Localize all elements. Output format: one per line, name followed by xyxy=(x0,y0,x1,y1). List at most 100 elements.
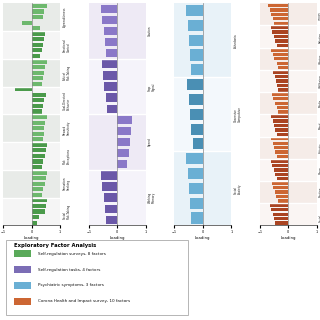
Text: Reward
Sensitivity: Reward Sensitivity xyxy=(62,121,70,135)
Bar xyxy=(3,198,60,225)
Bar xyxy=(14,298,31,305)
Bar xyxy=(32,143,47,147)
Bar xyxy=(107,216,117,224)
Bar xyxy=(104,82,117,91)
Bar xyxy=(3,114,60,142)
Bar xyxy=(278,110,288,114)
Bar xyxy=(102,16,117,24)
Bar xyxy=(274,35,288,38)
Bar xyxy=(276,195,288,198)
Bar xyxy=(273,119,288,123)
Bar xyxy=(274,186,288,189)
Bar xyxy=(277,155,288,158)
Bar xyxy=(273,17,288,20)
Bar xyxy=(32,70,44,75)
Text: Ethical
Risk-Taking: Ethical Risk-Taking xyxy=(62,65,70,80)
Bar xyxy=(106,49,117,57)
Bar xyxy=(14,282,31,289)
Bar xyxy=(32,182,44,186)
Bar xyxy=(190,50,203,60)
Text: Speed: Speed xyxy=(148,138,152,147)
Bar xyxy=(268,4,288,7)
Bar xyxy=(22,20,32,25)
Text: Sleep: Sleep xyxy=(319,166,320,174)
Text: Working
Memory: Working Memory xyxy=(148,192,156,203)
Text: Goal-Directed
Behavior: Goal-Directed Behavior xyxy=(62,91,70,110)
Bar xyxy=(260,92,317,114)
Bar xyxy=(3,86,60,114)
Bar xyxy=(272,92,288,96)
Bar xyxy=(271,26,288,29)
Bar xyxy=(186,153,203,164)
Bar xyxy=(271,48,288,52)
Bar xyxy=(101,4,117,13)
Bar xyxy=(271,115,288,118)
Bar xyxy=(32,176,46,180)
Bar xyxy=(260,25,317,48)
Bar xyxy=(32,48,42,52)
X-axis label: Loading: Loading xyxy=(24,236,39,240)
Bar xyxy=(275,75,288,78)
Bar xyxy=(174,151,231,225)
Text: Caution: Caution xyxy=(148,26,152,36)
Bar xyxy=(189,183,203,194)
Bar xyxy=(274,70,288,74)
Bar xyxy=(117,116,132,124)
Bar xyxy=(277,106,288,109)
Bar xyxy=(271,13,288,16)
Bar xyxy=(103,71,117,80)
Bar xyxy=(277,84,288,87)
Bar xyxy=(272,164,288,167)
Bar xyxy=(260,48,317,70)
Bar xyxy=(278,88,288,92)
Bar xyxy=(274,146,288,149)
Bar xyxy=(15,87,32,92)
Bar xyxy=(105,204,117,213)
Text: Anhedonia: Anhedonia xyxy=(234,33,237,48)
Bar xyxy=(32,10,44,14)
Bar xyxy=(260,137,317,159)
Bar xyxy=(274,124,288,127)
Bar xyxy=(191,124,203,135)
Bar xyxy=(270,204,288,207)
Bar xyxy=(3,142,60,170)
X-axis label: Loading: Loading xyxy=(109,236,125,240)
Bar xyxy=(117,127,131,135)
Text: Stop
Signal: Stop Signal xyxy=(148,82,156,91)
X-axis label: Loading: Loading xyxy=(195,236,211,240)
Bar xyxy=(271,137,288,140)
Bar xyxy=(32,37,44,41)
Bar xyxy=(276,79,288,83)
Bar xyxy=(102,182,117,191)
Bar xyxy=(32,220,37,225)
Bar xyxy=(270,8,288,12)
Bar xyxy=(272,30,288,34)
Bar xyxy=(32,43,43,47)
Text: Self-regulation tasks, 4 factors: Self-regulation tasks, 4 factors xyxy=(38,268,100,272)
Bar xyxy=(3,59,60,86)
Bar xyxy=(3,170,60,198)
Bar xyxy=(276,172,288,176)
Bar xyxy=(187,79,203,90)
Bar xyxy=(276,221,288,225)
Bar xyxy=(191,212,203,224)
Bar xyxy=(32,165,42,169)
Bar xyxy=(104,194,117,202)
Text: Worries: Worries xyxy=(319,53,320,64)
Bar xyxy=(32,215,39,219)
Bar xyxy=(271,159,288,163)
Bar xyxy=(32,98,44,102)
Bar xyxy=(188,94,203,105)
Bar xyxy=(32,154,44,158)
Text: COVID
Concern: COVID Concern xyxy=(319,9,320,20)
Bar xyxy=(193,138,203,149)
Bar xyxy=(191,64,203,76)
Bar xyxy=(276,39,288,43)
X-axis label: Loading: Loading xyxy=(281,236,296,240)
Bar xyxy=(277,44,288,47)
Bar xyxy=(260,159,317,181)
Bar xyxy=(101,171,117,180)
Text: Self-regulation surveys, 8 factors: Self-regulation surveys, 8 factors xyxy=(38,252,106,256)
Bar xyxy=(278,66,288,69)
Bar xyxy=(190,198,203,209)
